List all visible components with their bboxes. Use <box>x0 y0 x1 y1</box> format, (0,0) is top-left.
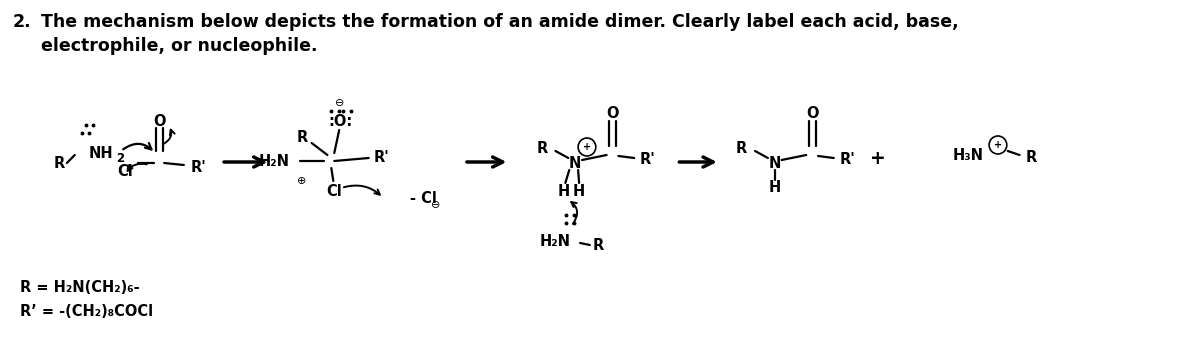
Text: R: R <box>536 141 547 155</box>
Text: electrophile, or nucleophile.: electrophile, or nucleophile. <box>41 37 318 55</box>
Text: H₃N: H₃N <box>952 147 983 163</box>
Text: R': R' <box>191 160 206 175</box>
Text: O: O <box>606 105 619 120</box>
Text: H₂N: H₂N <box>539 234 570 248</box>
Text: ⊖: ⊖ <box>335 98 344 108</box>
Text: +: + <box>994 140 1002 150</box>
Text: The mechanism below depicts the formation of an amide dimer. Clearly label each : The mechanism below depicts the formatio… <box>41 13 959 31</box>
Text: +: + <box>583 142 592 152</box>
Text: ⊕: ⊕ <box>298 176 306 186</box>
Text: R: R <box>1026 151 1037 165</box>
Text: Cl: Cl <box>326 184 342 198</box>
Text: N: N <box>569 155 581 170</box>
Text: Cl: Cl <box>116 164 133 179</box>
Text: O: O <box>154 114 166 129</box>
Text: H: H <box>769 180 781 196</box>
Text: R: R <box>54 155 65 170</box>
Text: O: O <box>806 105 818 120</box>
Text: ⊖: ⊖ <box>431 200 440 210</box>
Text: R: R <box>296 131 307 146</box>
Text: H₂N: H₂N <box>259 153 290 169</box>
Text: 2.: 2. <box>13 13 31 31</box>
Text: R: R <box>593 239 604 253</box>
Text: R’ = -(CH₂)₈COCl: R’ = -(CH₂)₈COCl <box>19 304 152 318</box>
Text: N: N <box>768 155 781 170</box>
Text: H: H <box>572 184 586 198</box>
Text: H: H <box>557 184 570 198</box>
Text: R': R' <box>840 153 856 168</box>
Text: R = H₂N(CH₂)₆-: R = H₂N(CH₂)₆- <box>19 279 139 295</box>
Text: NH: NH <box>89 146 113 160</box>
Text: R': R' <box>373 151 389 165</box>
Text: 2: 2 <box>116 153 124 165</box>
Text: R': R' <box>640 153 656 168</box>
Text: +: + <box>870 148 886 168</box>
Text: - Cl: - Cl <box>410 191 437 206</box>
Text: R: R <box>736 141 748 155</box>
Text: :O:: :O: <box>328 114 353 129</box>
